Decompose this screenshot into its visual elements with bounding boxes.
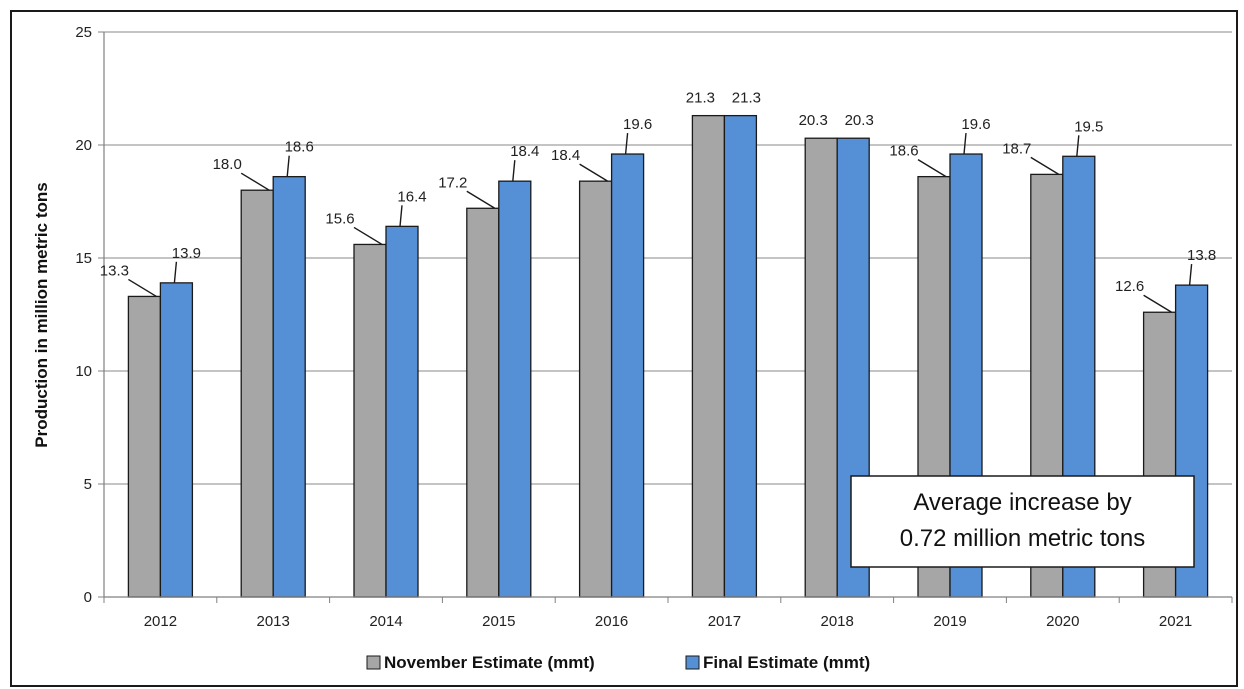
bar-november-2013 — [240, 189, 274, 598]
annotation-box: Average increase by 0.72 million metric … — [850, 475, 1195, 568]
data-label-final-2015: 18.4 — [510, 143, 539, 160]
bar-final-2016 — [610, 153, 645, 598]
bar-final-2012 — [159, 282, 194, 598]
leader-final-2013 — [286, 155, 290, 177]
y-tick-label: 5 — [84, 476, 92, 493]
data-label-november-2018: 20.3 — [799, 112, 828, 129]
data-label-november-2013: 18.0 — [213, 156, 242, 173]
leader-final-2012 — [173, 261, 178, 283]
leader-november-2016 — [579, 163, 608, 182]
bar-november-2015 — [466, 207, 500, 598]
y-tick-label: 10 — [75, 363, 92, 380]
axes: 0 5 10 15 20 25 2012 2013 2014 2015 2016 2017 2018 20… — [75, 24, 1233, 630]
y-tick-label: 15 — [75, 250, 92, 267]
annotation-line-2: 0.72 million metric tons — [900, 525, 1145, 552]
label-leaders — [128, 132, 1193, 313]
leader-november-2014 — [353, 226, 383, 246]
leader-november-2020 — [1030, 156, 1060, 175]
bar-november-2012 — [127, 295, 162, 598]
leader-november-2012 — [128, 278, 157, 298]
leader-november-2013 — [240, 172, 270, 191]
bar-final-2017 — [723, 114, 758, 598]
x-tick-label: 2017 — [708, 613, 741, 630]
x-tick-label: 2021 — [1159, 613, 1192, 630]
legend: November Estimate (mmt) Final Estimate (… — [366, 653, 870, 672]
data-label-november-2021: 12.6 — [1115, 278, 1144, 295]
y-axis-label: Production in million metric tons — [32, 182, 51, 447]
x-tick-label: 2014 — [369, 613, 402, 630]
bar-final-2015 — [498, 180, 532, 598]
data-label-november-2015: 17.2 — [438, 174, 467, 191]
leader-final-2015 — [512, 160, 516, 182]
leader-november-2021 — [1143, 294, 1172, 313]
bar-final-2014 — [385, 225, 419, 598]
data-label-final-2021: 13.8 — [1187, 247, 1216, 264]
data-label-final-2018: 20.3 — [845, 112, 874, 129]
bar-november-2017 — [691, 114, 726, 598]
data-label-final-2016: 19.6 — [623, 116, 652, 133]
data-label-november-2012: 13.3 — [100, 262, 129, 279]
data-label-final-2013: 18.6 — [285, 139, 314, 156]
legend-label-november: November Estimate (mmt) — [384, 653, 595, 672]
x-tick-label: 2018 — [821, 613, 854, 630]
leader-final-2014 — [399, 205, 403, 227]
bar-final-2013 — [272, 175, 306, 598]
data-label-november-2017: 21.3 — [686, 90, 715, 107]
bar-november-2016 — [578, 180, 613, 598]
y-tick-label: 0 — [84, 589, 92, 606]
data-label-november-2020: 18.7 — [1002, 140, 1031, 157]
leader-final-2019 — [963, 132, 967, 155]
data-label-november-2019: 18.6 — [889, 143, 918, 160]
leader-final-2021 — [1188, 264, 1193, 286]
y-tick-label: 20 — [75, 137, 92, 154]
data-label-november-2016: 18.4 — [551, 147, 580, 164]
x-tick-label: 2016 — [595, 613, 628, 630]
x-tick-label: 2015 — [482, 613, 515, 630]
x-tick-label: 2013 — [257, 613, 290, 630]
x-tick-label: 2020 — [1046, 613, 1079, 630]
y-tick-label: 25 — [75, 24, 92, 41]
leader-november-2019 — [917, 159, 947, 178]
leader-final-2016 — [624, 132, 629, 155]
annotation-line-1: Average increase by — [913, 489, 1131, 516]
legend-swatch-november — [366, 655, 381, 670]
data-label-final-2019: 19.6 — [961, 116, 990, 133]
x-tick-label: 2012 — [144, 613, 177, 630]
data-label-final-2017: 21.3 — [732, 90, 761, 107]
data-label-final-2012: 13.9 — [172, 245, 201, 262]
leader-final-2020 — [1076, 135, 1080, 157]
bars — [127, 114, 1209, 598]
bar-november-2018 — [804, 137, 838, 598]
data-label-final-2014: 16.4 — [397, 188, 426, 205]
data-label-final-2020: 19.5 — [1074, 118, 1103, 135]
leader-november-2015 — [466, 190, 496, 209]
data-label-november-2014: 15.6 — [325, 210, 354, 227]
data-labels: 13.3 13.9 18.0 18.6 15.6 16.4 17.2 18.4 18.4 19.6… — [100, 90, 1216, 296]
legend-swatch-final — [685, 655, 700, 670]
bar-november-2014 — [353, 243, 387, 598]
legend-label-final: Final Estimate (mmt) — [703, 653, 870, 672]
x-tick-label: 2019 — [933, 613, 966, 630]
